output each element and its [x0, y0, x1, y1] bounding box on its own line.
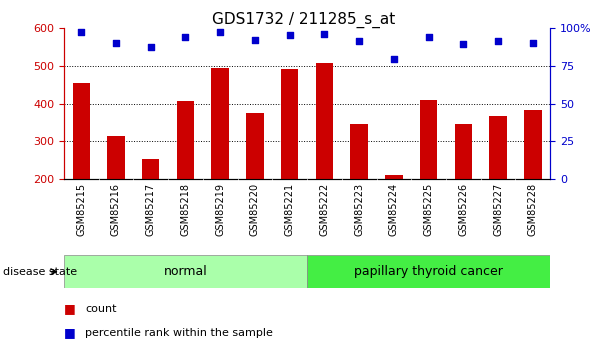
Bar	[107, 136, 125, 179]
Bar	[524, 110, 542, 179]
Point	[493, 39, 503, 44]
Text: ■: ■	[64, 302, 75, 315]
Bar	[420, 100, 437, 179]
Point	[146, 45, 156, 50]
Point	[458, 41, 468, 47]
Bar	[212, 68, 229, 179]
Text: papillary thyroid cancer: papillary thyroid cancer	[354, 265, 503, 278]
Text: GSM85216: GSM85216	[111, 183, 121, 236]
Point	[250, 37, 260, 42]
Text: GSM85221: GSM85221	[285, 183, 295, 236]
Point	[215, 29, 225, 35]
Bar	[385, 175, 402, 179]
Point	[181, 34, 190, 39]
Text: GSM85217: GSM85217	[146, 183, 156, 236]
Text: GSM85220: GSM85220	[250, 183, 260, 236]
Text: GSM85218: GSM85218	[181, 183, 190, 236]
Point	[285, 32, 294, 38]
Point	[111, 40, 121, 46]
Text: GSM85222: GSM85222	[319, 183, 330, 236]
Bar	[246, 113, 264, 179]
Text: GSM85224: GSM85224	[389, 183, 399, 236]
Point	[77, 29, 86, 35]
Text: GDS1732 / 211285_s_at: GDS1732 / 211285_s_at	[212, 12, 396, 28]
Bar	[455, 124, 472, 179]
Point	[389, 57, 399, 62]
Text: GSM85219: GSM85219	[215, 183, 225, 236]
Text: percentile rank within the sample: percentile rank within the sample	[85, 328, 273, 338]
Text: GSM85215: GSM85215	[76, 183, 86, 236]
Bar	[177, 101, 194, 179]
Text: GSM85226: GSM85226	[458, 183, 468, 236]
Point	[424, 34, 434, 39]
Text: disease state: disease state	[3, 267, 77, 277]
Text: GSM85228: GSM85228	[528, 183, 538, 236]
Text: GSM85223: GSM85223	[354, 183, 364, 236]
Bar	[281, 69, 299, 179]
Point	[320, 31, 330, 37]
Text: GSM85227: GSM85227	[493, 183, 503, 236]
Bar	[350, 124, 368, 179]
Text: count: count	[85, 304, 117, 314]
Bar	[72, 82, 90, 179]
Bar	[316, 62, 333, 179]
Text: ■: ■	[64, 326, 75, 339]
Text: GSM85225: GSM85225	[424, 183, 434, 236]
Point	[354, 39, 364, 44]
Text: normal: normal	[164, 265, 207, 278]
Bar	[142, 159, 159, 179]
Bar	[307, 255, 550, 288]
Bar	[489, 116, 507, 179]
Bar	[64, 255, 307, 288]
Point	[528, 40, 537, 46]
